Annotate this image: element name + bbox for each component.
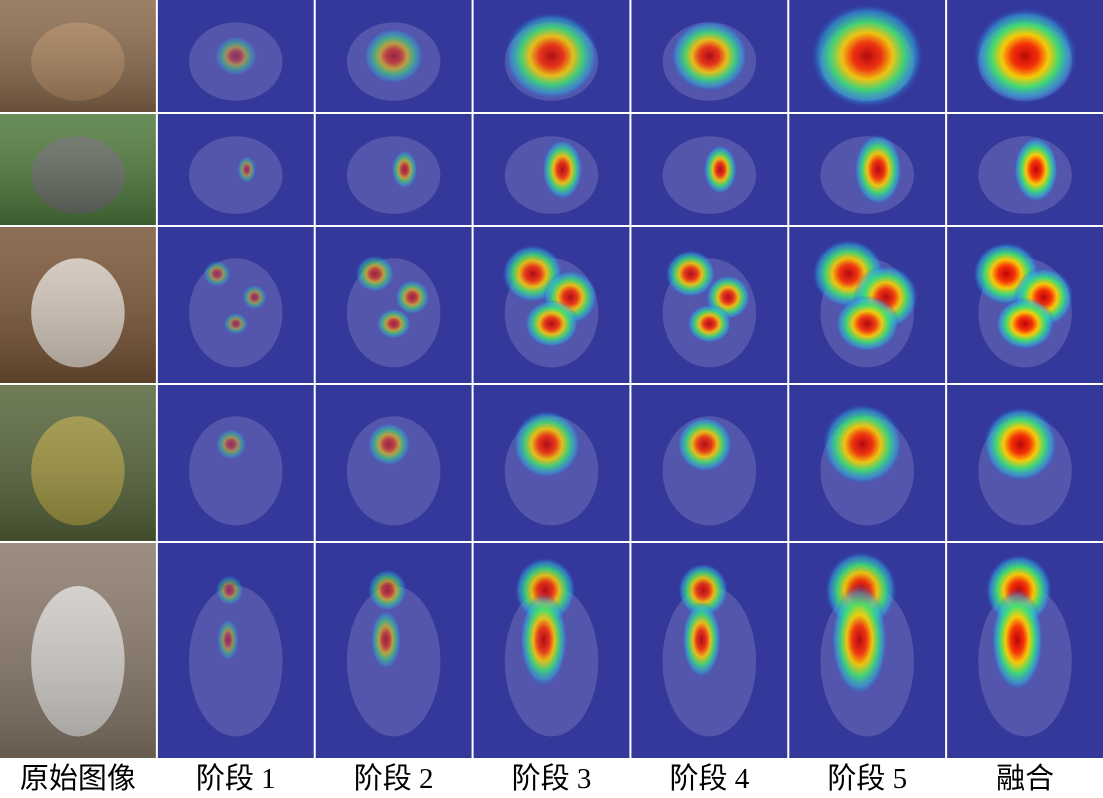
column-label: 原始图像 [20,762,136,795]
heat-blob [687,304,732,343]
image-cell [631,114,787,225]
image-cell [789,385,945,541]
column-label: 阶段 5 [827,762,907,795]
heat-blob [371,610,402,670]
column-label: 阶段 2 [354,762,434,795]
image-cell [947,0,1103,112]
heat-blob [983,407,1058,482]
column-label: 阶段 4 [669,762,749,795]
image-cell [316,543,472,758]
image-cell [947,385,1103,541]
heat-blob [242,285,267,310]
image-cell [316,227,472,383]
column-label: 融合 [996,762,1054,795]
heat-blob [513,410,582,479]
heat-blob [682,601,721,678]
heat-blob [376,308,411,339]
image-cell [789,227,945,383]
heat-blob [363,28,424,84]
heat-blob [991,588,1043,691]
page: 原始图像阶段 1阶段 2阶段 3阶段 4阶段 5融合 (() => { cons… [0,0,1103,798]
image-cell [789,114,945,225]
heat-blob [703,145,737,195]
heat-blob [216,429,247,460]
heat-blob [203,261,231,288]
column-label: 阶段 3 [512,762,592,795]
image-cell [474,385,630,541]
image-cell [0,0,156,112]
figure: 原始图像 阶段 1 阶段 2 阶段 3 阶段 4 阶段 5 融合 [0,0,1103,798]
image-cell [947,543,1103,758]
heat-blob [216,575,244,605]
image-cell [789,0,945,112]
heat-blob [995,298,1055,350]
image-cell [0,227,156,383]
heat-blob [835,295,900,352]
image-cell [316,114,472,225]
image-cell [474,114,630,225]
image-cell [316,0,472,112]
heat-blob [542,139,583,200]
heat-blob [391,150,417,189]
image-cell [158,0,314,112]
image-cell [0,385,156,541]
photo-shade [0,0,156,112]
image-cell [789,543,945,758]
image-cell [474,543,630,758]
heat-blob [217,618,239,661]
heat-blob [973,8,1078,105]
image-cell [158,114,314,225]
image-cell [158,543,314,758]
heat-blob [822,404,903,485]
photo-shade [0,543,156,758]
image-cell [0,543,156,758]
heat-blob [367,422,411,466]
heat-blob [503,12,599,101]
heat-blob [677,416,733,472]
photo-shade [0,227,156,383]
heat-blob [520,592,568,687]
heat-blob [810,4,923,109]
heat-blob [395,280,430,315]
heat-blob [368,569,407,611]
heat-blob [670,20,749,93]
image-cell [631,385,787,541]
image-cell [947,114,1103,225]
heat-blob [237,156,256,184]
heat-blob [524,300,579,348]
heat-blob [355,255,394,292]
heat-blob [831,584,888,696]
image-cell [474,0,630,112]
image-cell [631,0,787,112]
heat-blob [1014,136,1059,203]
photo-shade [0,385,156,541]
heat-blob [214,36,258,76]
image-cell [631,227,787,383]
image-cell [316,385,472,541]
heatmap-subject [189,136,283,214]
heat-blob [223,313,248,335]
image-cell [631,543,787,758]
image-cell [158,227,314,383]
image-cell [474,227,630,383]
heat-blob [854,133,903,205]
image-cell [158,385,314,541]
heatmap-subject [189,586,283,737]
photo-shade [0,114,156,225]
heatmap-subject [189,258,283,367]
image-cell [947,227,1103,383]
image-cell [0,114,156,225]
column-label: 阶段 1 [196,762,276,795]
